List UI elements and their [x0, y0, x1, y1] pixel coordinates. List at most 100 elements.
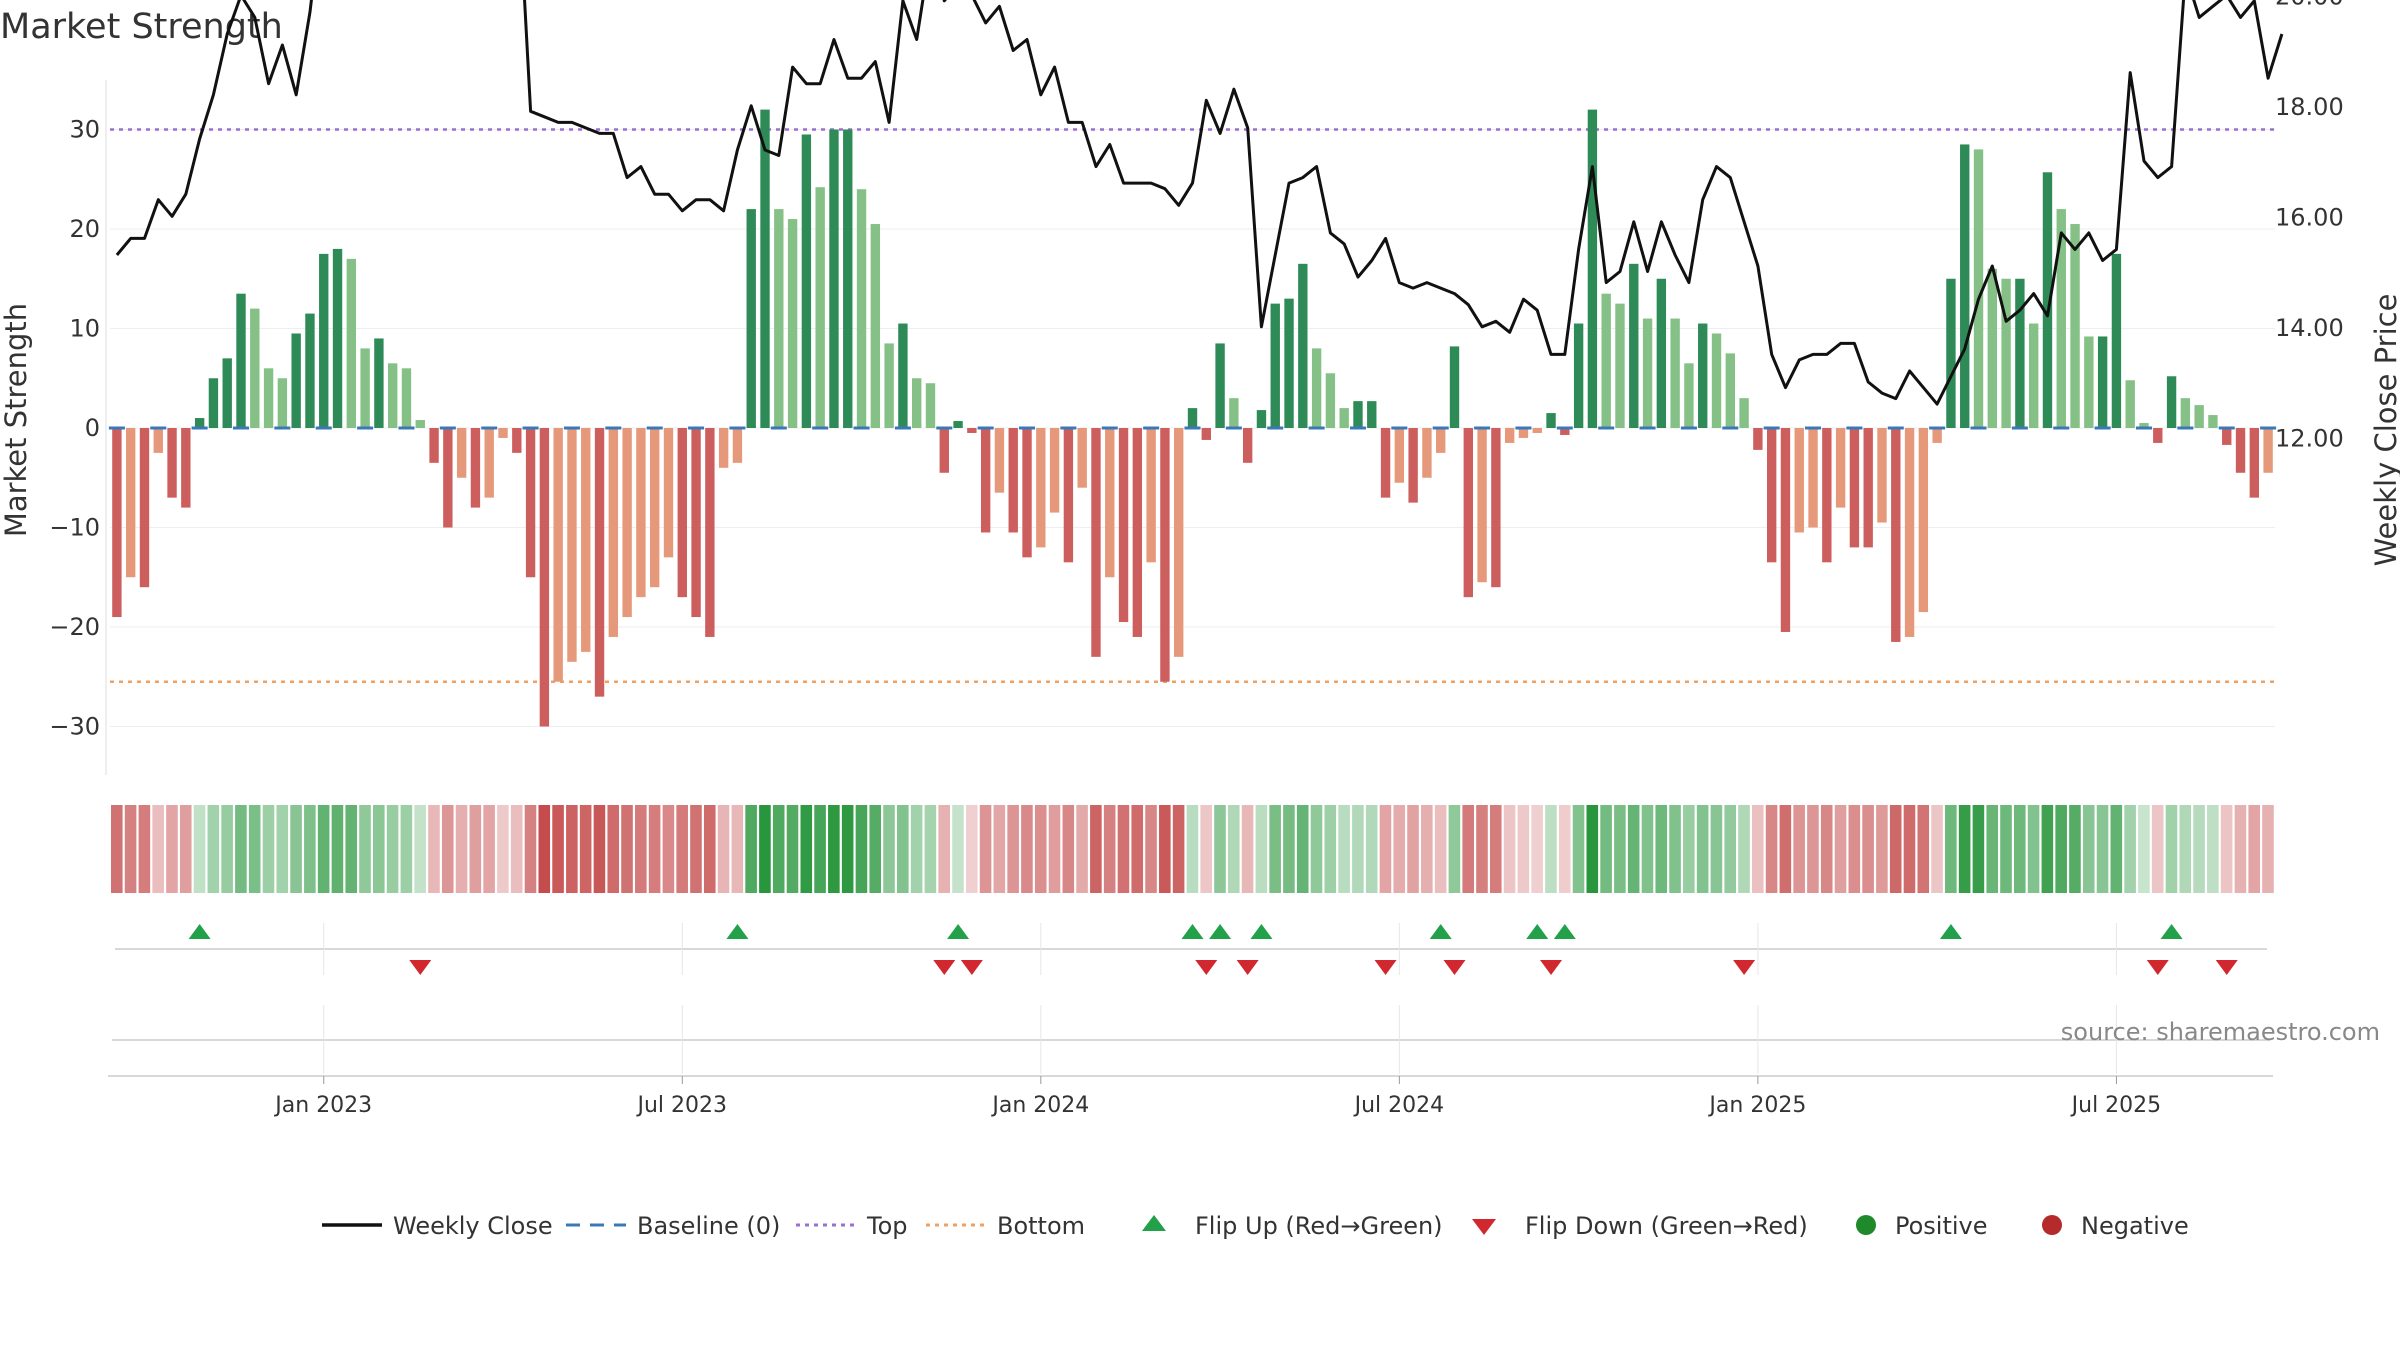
strength-bar: [1160, 428, 1170, 682]
strength-bar: [1146, 428, 1156, 563]
strength-bar: [1670, 318, 1680, 428]
legend-swatch-dot: [2042, 1215, 2062, 1235]
strength-bar: [1284, 298, 1294, 428]
strength-bar: [1436, 428, 1446, 453]
strength-bar: [539, 428, 550, 727]
strip-cell: [441, 805, 454, 893]
strength-bar: [622, 428, 632, 618]
strip-cell: [1200, 805, 1212, 893]
strength-bar: [1973, 149, 1984, 428]
strength-bar: [1367, 401, 1377, 428]
strip-cell: [179, 805, 192, 893]
x-tick-label: Jul 2023: [636, 1093, 728, 1118]
flip-down-marker: [409, 960, 432, 975]
legend-label: Positive: [1895, 1212, 1988, 1240]
flip-down-marker: [1195, 960, 1218, 975]
strip-cell: [1738, 805, 1750, 893]
strength-bar: [732, 428, 743, 463]
strip-cell: [1310, 805, 1323, 893]
strength-bar: [663, 428, 674, 558]
strip-cell: [1048, 805, 1061, 893]
strength-bar: [250, 308, 260, 428]
strip-cell: [538, 805, 551, 893]
y-right-tick: 16.00: [2275, 203, 2344, 231]
strength-bar: [815, 187, 825, 428]
flip-down-marker: [1733, 960, 1756, 975]
strength-bar: [2180, 398, 2191, 428]
strip-cell: [1655, 805, 1668, 893]
strength-bar: [1753, 428, 1763, 450]
strip-cell: [2138, 805, 2150, 893]
strip-cell: [2234, 805, 2247, 893]
strip-cell: [2248, 805, 2261, 893]
y-left-tick: 30: [69, 116, 100, 144]
strip-cell: [1903, 805, 1916, 893]
strength-bar: [319, 253, 329, 428]
strength-bar: [277, 378, 288, 428]
strength-bar: [1091, 428, 1101, 657]
strip-cell: [897, 805, 909, 893]
y-left-tick: 0: [85, 414, 100, 442]
strength-bar: [360, 348, 370, 428]
strip-cell: [731, 805, 744, 893]
strip-cell: [166, 805, 178, 893]
legend-label: Bottom: [997, 1212, 1085, 1240]
strength-bars: [112, 109, 2273, 727]
strip-cell: [993, 805, 1006, 893]
strength-bar: [194, 418, 205, 428]
strength-bar: [1215, 343, 1225, 428]
strength-bar: [2056, 209, 2066, 428]
strip-cell: [1007, 805, 1019, 893]
strip-cell: [1545, 805, 1557, 893]
strip-cell: [1986, 805, 1999, 893]
strength-bar: [2111, 253, 2122, 428]
strip-cell: [772, 805, 785, 893]
flip-up-marker: [188, 924, 211, 939]
strip-cell: [1324, 805, 1337, 893]
strength-bar: [774, 209, 784, 428]
strength-bar: [994, 428, 1005, 493]
strength-bar: [1987, 268, 1997, 428]
strip-cell: [1807, 805, 1819, 893]
strip-cell: [828, 805, 840, 893]
strength-bar: [2263, 428, 2273, 473]
strip-cell: [221, 805, 233, 893]
strip-cell: [841, 805, 854, 893]
strength-bar: [884, 343, 894, 428]
strength-bar: [2084, 336, 2094, 428]
strip-cell: [979, 805, 992, 893]
strength-strip: [111, 805, 2274, 893]
strip-cell: [1227, 805, 1240, 893]
strip-cell: [1614, 805, 1626, 893]
strength-bar: [1242, 428, 1253, 463]
strip-cell: [1558, 805, 1571, 893]
strength-bar: [829, 129, 839, 428]
y-left-tick: 10: [69, 315, 100, 343]
strip-cell: [1600, 805, 1612, 893]
strength-bar: [2028, 323, 2039, 428]
strip-cell: [717, 805, 730, 893]
strip-cell: [207, 805, 220, 893]
strength-bar: [1684, 363, 1694, 428]
strength-bar: [153, 428, 163, 453]
strip-cell: [2000, 805, 2012, 893]
strip-cell: [345, 805, 358, 893]
strip-cell: [1876, 805, 1888, 893]
strength-bar: [1960, 144, 1970, 429]
flip-up-marker: [1429, 924, 1452, 939]
strength-bar: [263, 368, 274, 428]
chart-title: Market Strength: [0, 7, 283, 47]
strip-cell: [1145, 805, 1157, 893]
strip-cell: [2220, 805, 2233, 893]
strength-bar: [222, 358, 232, 428]
strength-bar: [967, 428, 977, 433]
strip-cell: [1710, 805, 1723, 893]
strength-bar: [1339, 408, 1349, 428]
strength-bar: [1532, 428, 1542, 433]
flip-down-marker: [1374, 960, 1397, 975]
strip-cell: [359, 805, 371, 893]
strength-bar: [1794, 428, 1804, 533]
left-axis: 30 20 10 0 −10 −20 −30: [49, 80, 107, 775]
strip-cell: [952, 805, 964, 893]
strength-bar: [1353, 401, 1363, 428]
